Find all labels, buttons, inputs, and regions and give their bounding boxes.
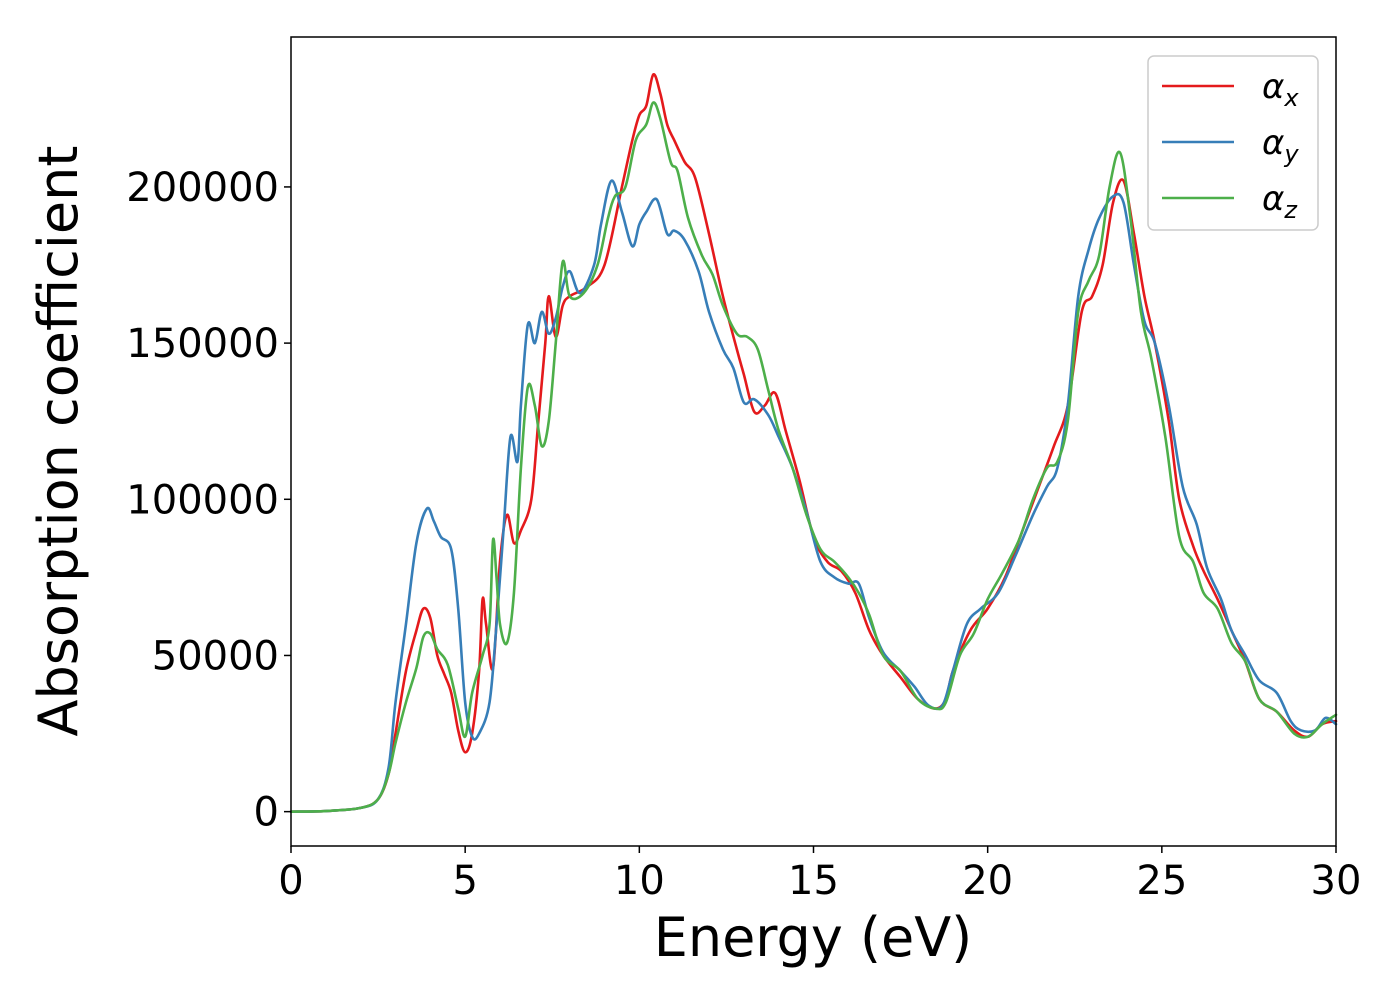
series-line-αz xyxy=(289,101,1338,813)
x-tick-label: 20 xyxy=(962,858,1013,904)
legend-label: αy xyxy=(1262,123,1299,168)
series-line-αx xyxy=(289,73,1338,813)
y-axis-ticks: 0 50000 100000 150000 200000 xyxy=(126,165,291,836)
x-axis-ticks: 0 5 10 15 20 25 30 xyxy=(278,846,1361,904)
x-tick-label: 10 xyxy=(614,858,665,904)
x-tick-label: 0 xyxy=(278,858,303,904)
legend-label: αz xyxy=(1262,179,1298,224)
legend: αx αy αz xyxy=(1147,55,1319,231)
legend-label: αx xyxy=(1262,67,1299,112)
y-tick-label: 100000 xyxy=(126,477,279,523)
y-tick-label: 50000 xyxy=(152,633,279,679)
series-layer xyxy=(289,73,1338,813)
y-tick-label: 0 xyxy=(254,790,279,836)
y-axis-title: Absorption coefficient xyxy=(27,146,90,737)
series-line-αy xyxy=(289,179,1338,813)
x-axis-title: Energy (eV) xyxy=(654,906,973,969)
x-tick-label: 5 xyxy=(452,858,477,904)
x-tick-label: 30 xyxy=(1311,858,1362,904)
y-tick-label: 200000 xyxy=(126,165,279,211)
y-tick-label: 150000 xyxy=(126,321,279,367)
x-tick-label: 25 xyxy=(1136,858,1187,904)
x-tick-label: 15 xyxy=(788,858,839,904)
